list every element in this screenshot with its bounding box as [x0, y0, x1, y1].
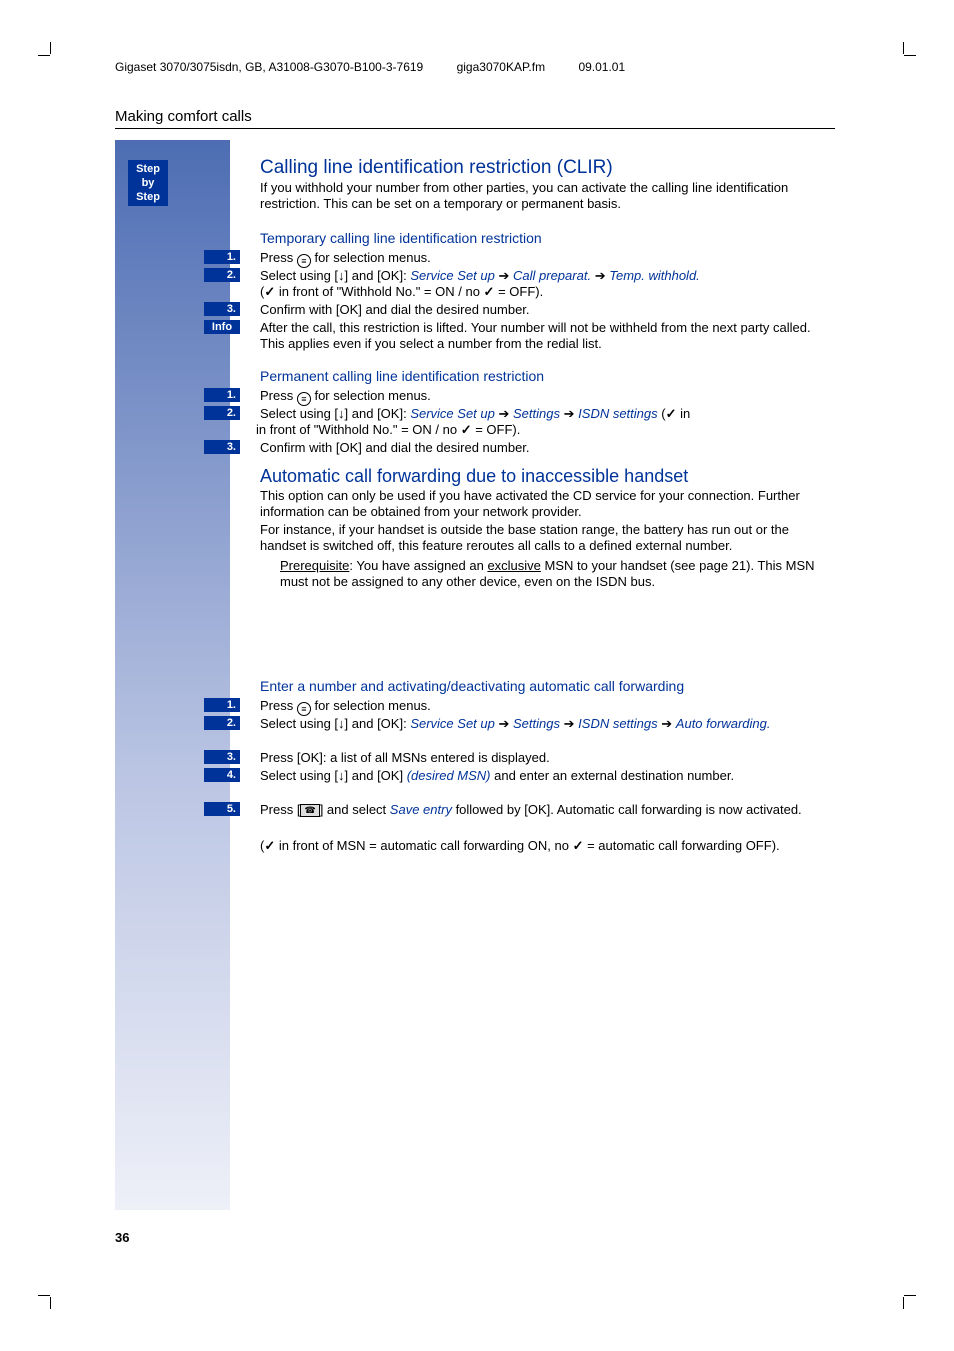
temp-title: Temporary calling line identification re… [260, 230, 835, 246]
auto-step-2: Select using [↓] and [OK]: Service Set u… [260, 716, 835, 732]
check-icon [484, 284, 495, 299]
auto-step-4: Select using [↓] and [OK] (desired MSN) … [260, 768, 835, 784]
badge-perm-1: 1. [204, 388, 240, 402]
auto-tail: ( in front of MSN = automatic call forwa… [260, 838, 835, 854]
menu-icon: ≡ [297, 392, 311, 406]
menu-icon: ≡ [297, 254, 311, 268]
auto-title: Automatic call forwarding due to inacces… [260, 468, 835, 484]
check-icon [666, 406, 677, 421]
section-rule [115, 128, 835, 129]
perm-step-2: Select using [↓] and [OK]: Service Set u… [260, 406, 835, 438]
temp-step-3: Confirm with [OK] and dial the desired n… [260, 302, 835, 318]
clir-intro: If you withhold your number from other p… [260, 180, 835, 212]
badge-auto-2: 2. [204, 716, 240, 730]
temp-info: After the call, this restriction is lift… [260, 320, 835, 352]
badge-temp-1: 1. [204, 250, 240, 264]
step-l3: Step [128, 190, 168, 204]
perm-title-block: Permanent calling line identification re… [260, 362, 835, 386]
badge-temp-3: 3. [204, 302, 240, 316]
section-title: Making comfort calls [115, 108, 252, 125]
perm-title: Permanent calling line identification re… [260, 368, 835, 384]
auto-prereq: Prerequisite: You have assigned an exclu… [280, 558, 835, 590]
badge-temp-2: 2. [204, 268, 240, 282]
auto-p2: For instance, if your handset is outside… [260, 522, 835, 554]
auto-step-1: Press ≡ for selection menus. [260, 698, 835, 716]
page-header: Gigaset 3070/3075isdn, GB, A31008-G3070-… [115, 60, 625, 74]
enter-title: Enter a number and activating/deactivati… [260, 678, 835, 694]
badge-perm-3: 3. [204, 440, 240, 454]
sidebar-gradient [115, 140, 230, 1210]
badge-auto-3: 3. [204, 750, 240, 764]
clir-title-block: Calling line identification restriction … [260, 160, 835, 212]
badge-auto-1: 1. [204, 698, 240, 712]
header-mid: giga3070KAP.fm [457, 60, 546, 74]
clir-title: Calling line identification restriction … [260, 160, 835, 176]
badge-auto-5: 5. [204, 802, 240, 816]
check-icon [264, 838, 275, 853]
page-number: 36 [115, 1230, 129, 1245]
enter-title-block: Enter a number and activating/deactivati… [260, 672, 835, 696]
badge-info: Info [204, 320, 240, 334]
check-icon [264, 284, 275, 299]
step-l1: Step [128, 162, 168, 176]
header-right: 09.01.01 [578, 60, 625, 74]
auto-block: Automatic call forwarding due to inacces… [260, 468, 835, 590]
step-by-step-badge: Step by Step [128, 160, 168, 206]
check-icon [573, 838, 584, 853]
step-l2: by [128, 176, 168, 190]
badge-auto-4: 4. [204, 768, 240, 782]
auto-step-3: Press [OK]: a list of all MSNs entered i… [260, 750, 835, 766]
temp-step-1: Press ≡ for selection menus. [260, 250, 835, 268]
perm-step-1: Press ≡ for selection menus. [260, 388, 835, 406]
auto-step-5: Press [☎] and select Save entry followed… [260, 802, 835, 818]
auto-p1: This option can only be used if you have… [260, 488, 835, 520]
temp-title-block: Temporary calling line identification re… [260, 224, 835, 248]
menu-icon: ≡ [297, 702, 311, 716]
header-left: Gigaset 3070/3075isdn, GB, A31008-G3070-… [115, 60, 423, 74]
check-icon [461, 422, 472, 437]
temp-step-2: Select using [↓] and [OK]: Service Set u… [260, 268, 835, 300]
badge-perm-2: 2. [204, 406, 240, 420]
perm-step-3: Confirm with [OK] and dial the desired n… [260, 440, 835, 456]
phonebook-icon: ☎ [300, 804, 319, 817]
